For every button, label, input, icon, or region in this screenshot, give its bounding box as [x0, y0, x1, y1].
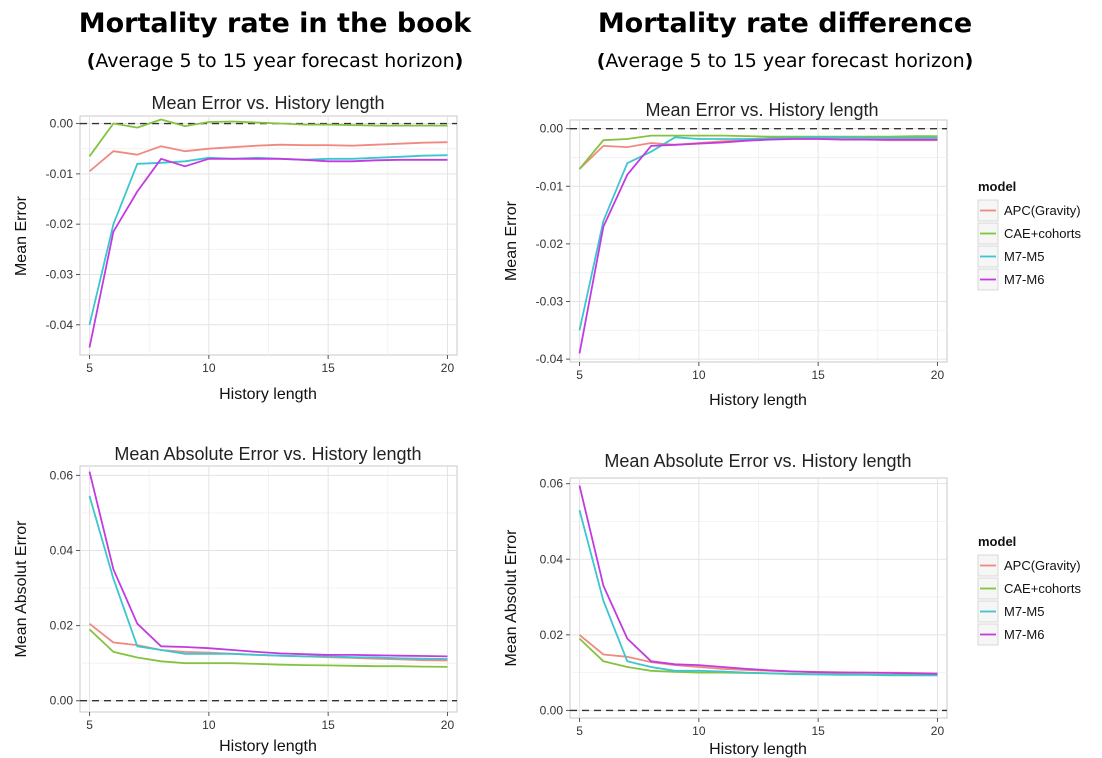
x-tick-label: 20: [931, 368, 945, 382]
y-tick-label: 0.04: [540, 552, 564, 566]
chart-panel-4: 5 10 15 20 0.00 0.02 0.04 0.06 Mean Absolute Err…: [503, 451, 1081, 758]
chart-panel-2: 5 10 15 20 0.00 -0.01 -0.02 -0.03 -0.04 Mean Erro…: [503, 100, 1081, 409]
series-line-m7-m5: [578, 509, 938, 677]
y-tick-label: -0.02: [46, 217, 74, 231]
legend-label: M7-M6: [1004, 627, 1044, 642]
y-tick-label: -0.01: [46, 167, 74, 181]
y-tick-label: 0.02: [50, 619, 74, 633]
y-axis-label: Mean Absolut Error: [13, 520, 30, 658]
y-tick-label: -0.03: [46, 267, 74, 281]
x-tick-label: 5: [86, 718, 93, 732]
panel-title: Mean Error vs. History length: [645, 100, 878, 120]
x-tick-label: 20: [931, 724, 945, 738]
series-line-m7-m5: [578, 136, 938, 331]
legend-title: model: [978, 534, 1016, 549]
legend-label: APC(Gravity): [1004, 203, 1081, 218]
x-axis-label: History length: [219, 386, 317, 403]
x-tick-label: 5: [576, 368, 583, 382]
panel-title: Mean Error vs. History length: [151, 93, 384, 113]
x-tick-label: 15: [811, 368, 825, 382]
y-axis-label: Mean Error: [13, 195, 30, 276]
legend-label: APC(Gravity): [1004, 558, 1081, 573]
panel-title: Mean Absolute Error vs. History length: [604, 451, 911, 471]
y-axis-label: Mean Error: [503, 200, 520, 281]
y-tick-label: -0.04: [536, 352, 564, 366]
x-tick-label: 10: [692, 368, 706, 382]
y-tick-label: 0.06: [50, 468, 74, 482]
y-tick-label: 0.00: [540, 703, 564, 717]
x-axis-label: History length: [709, 392, 807, 409]
y-tick-label: 0.00: [540, 122, 564, 136]
y-tick-label: 0.04: [50, 544, 74, 558]
series-line-cae-cohorts: [88, 118, 448, 157]
column-subtitle-difference: (Average 5 to 15 year forecast horizon): [596, 50, 974, 72]
y-tick-label: 0.06: [540, 477, 564, 491]
legend-label: CAE+cohorts: [1004, 581, 1081, 596]
y-tick-label: -0.01: [536, 179, 564, 193]
y-tick-label: 0.00: [50, 117, 74, 131]
x-tick-label: 20: [441, 361, 455, 375]
column-title-difference: Mortality rate difference: [597, 8, 973, 39]
series-line-m7-m6: [88, 471, 448, 658]
series-line-m7-m6: [578, 485, 938, 675]
series-line-apc-gravity-: [88, 141, 448, 172]
x-tick-label: 10: [202, 361, 216, 375]
x-tick-label: 10: [692, 724, 706, 738]
y-tick-label: 0.00: [50, 694, 74, 708]
y-tick-label: -0.03: [536, 295, 564, 309]
series-line-m7-m5: [88, 495, 448, 660]
column-subtitle-book: (Average 5 to 15 year forecast horizon): [86, 50, 464, 72]
y-tick-label: -0.02: [536, 237, 564, 251]
x-tick-label: 5: [86, 361, 93, 375]
x-tick-label: 15: [321, 718, 335, 732]
legend-label: CAE+cohorts: [1004, 226, 1081, 241]
series-line-m7-m6: [88, 157, 448, 348]
x-tick-label: 15: [811, 724, 825, 738]
series-line-cae-cohorts: [88, 628, 448, 668]
x-tick-label: 15: [321, 361, 335, 375]
legend-label: M7-M6: [1004, 272, 1044, 287]
x-axis-label: History length: [709, 741, 807, 758]
y-tick-label: 0.02: [540, 628, 564, 642]
x-tick-label: 20: [441, 718, 455, 732]
legend-title: model: [978, 179, 1016, 194]
series-line-cae-cohorts: [578, 134, 938, 170]
panel-title: Mean Absolute Error vs. History length: [114, 444, 421, 464]
legend-label: M7-M5: [1004, 249, 1044, 264]
chart-panel-3: 5 10 15 20 0.00 0.02 0.04 0.06 Mean Absolute Err…: [13, 444, 458, 755]
legend: model APC(Gravity) CAE+cohorts M7-M5 M7-M6: [977, 179, 1081, 291]
series-line-m7-m6: [578, 138, 938, 354]
legend-label: M7-M5: [1004, 604, 1044, 619]
y-tick-label: -0.04: [46, 318, 74, 332]
column-title-book: Mortality rate in the book: [78, 8, 472, 39]
x-tick-label: 5: [576, 724, 583, 738]
x-axis-label: History length: [219, 738, 317, 755]
legend: model APC(Gravity) CAE+cohorts M7-M5 M7-M6: [977, 534, 1081, 646]
x-tick-label: 10: [202, 718, 216, 732]
chart-panel-1: 5 10 15 20 0.00 -0.01 -0.02 -0.03 -0.04 Mean Erro…: [13, 93, 458, 403]
y-axis-label: Mean Absolut Error: [503, 529, 520, 667]
